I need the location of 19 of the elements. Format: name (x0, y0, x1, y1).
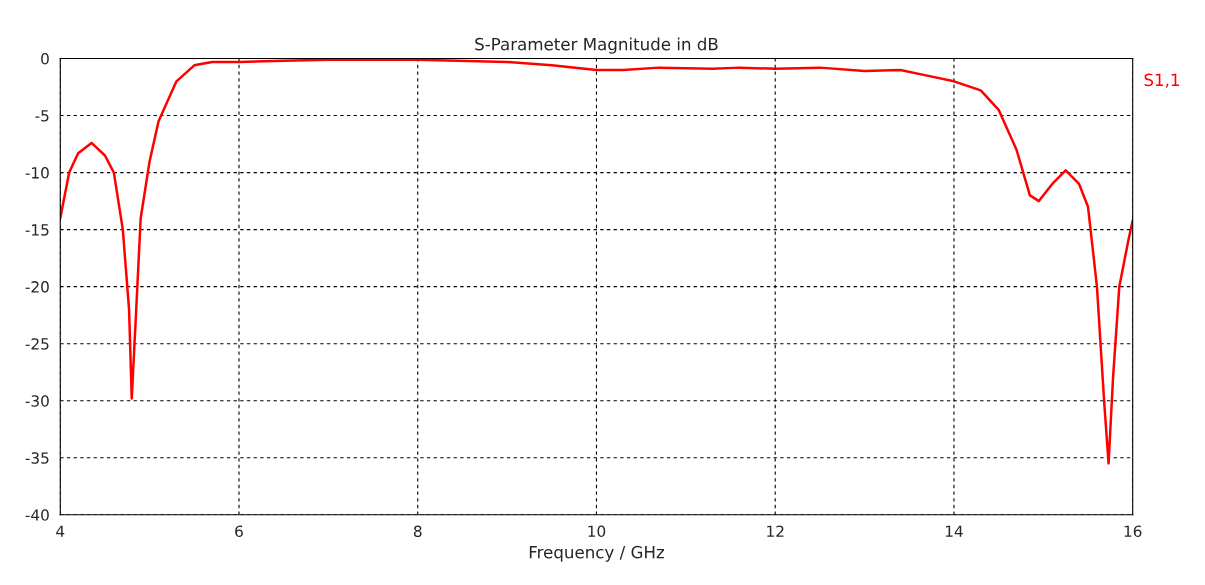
x-tick-label: 10 (588, 525, 606, 538)
y-tick-label: -25 (25, 338, 49, 350)
x-tick-label: 14 (945, 525, 963, 537)
y-tick-label: -35 (25, 452, 49, 464)
x-tick-label: 4 (56, 525, 65, 537)
text: S1,1 (1144, 73, 1179, 88)
x-tick-label: 12 (767, 525, 784, 537)
y-tick-label: -15 (25, 224, 49, 236)
y-tick-label: 0 (41, 52, 49, 65)
x-tick-label: 8 (413, 525, 422, 538)
y-tick-label: -40 (25, 509, 49, 521)
x-tick-label: 16 (1124, 525, 1142, 538)
x-tick-label: 6 (235, 525, 243, 538)
y-tick-label: -30 (25, 395, 49, 407)
y-tick-label: -5 (35, 110, 49, 122)
y-tick-label: -20 (25, 281, 49, 293)
chart-title: S-Parameter Magnitude in dB (475, 37, 718, 54)
x-axis-title: Frequency / GHz (529, 545, 665, 562)
y-tick-label: -10 (25, 167, 49, 179)
